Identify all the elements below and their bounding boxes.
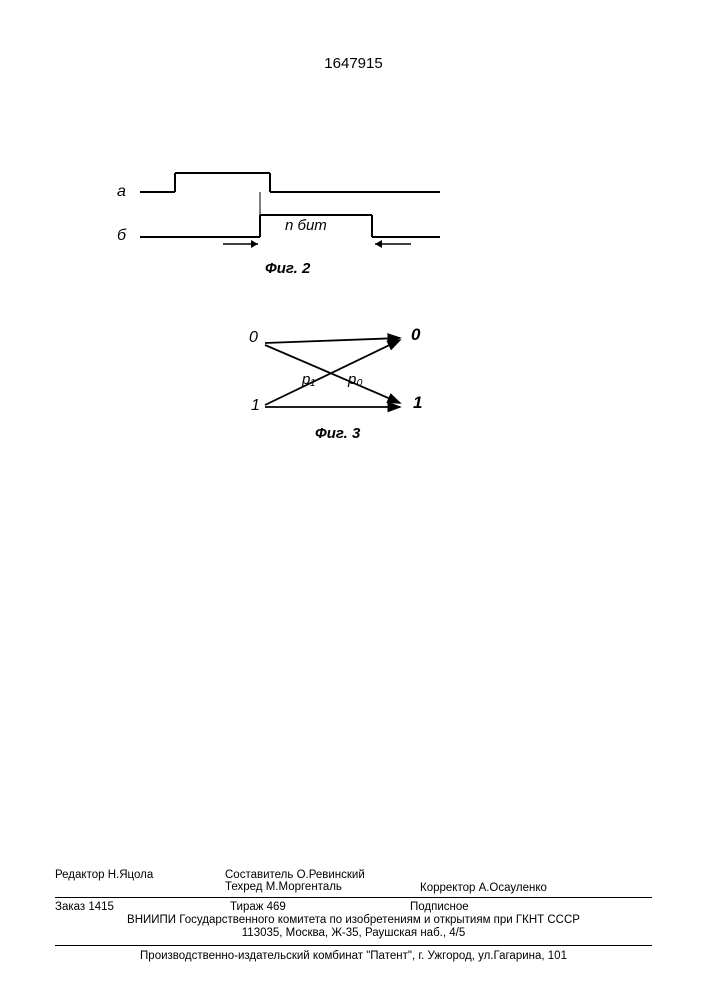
fig2-label-b: б [117, 227, 126, 245]
fig3-p0: p₀ [348, 371, 363, 388]
fig3-bottom-right: 1 [413, 393, 422, 413]
fig3-p1: p₁ [302, 371, 315, 388]
figure-3: 0 0 1 1 p₁ p₀ Фиг. 3 [235, 325, 445, 465]
fig3-top-right: 0 [411, 325, 420, 345]
page-number: 1647915 [324, 55, 382, 72]
fig3-top-left: 0 [249, 329, 258, 347]
fig2-box-text: n бит [285, 217, 327, 234]
footer-tirage: Тираж 469 [230, 901, 410, 913]
footer-corrector: Корректор А.Осауленко [420, 869, 547, 894]
footer-row-2: Заказ 1415 Тираж 469 Подписное [55, 897, 652, 913]
footer-techred: Техред М.Моргенталь [225, 881, 420, 893]
footer-org: ВНИИПИ Государственного комитета по изоб… [55, 913, 652, 926]
footer-row-1: Редактор Н.Яцола Составитель О.Ревинский… [55, 869, 652, 897]
footer-subscription: Подписное [410, 901, 469, 913]
footer: Редактор Н.Яцола Составитель О.Ревинский… [55, 869, 652, 962]
figure-2: а б n бит Фиг. 2 [135, 165, 465, 295]
fig2-caption: Фиг. 2 [265, 260, 310, 277]
footer-order: Заказ 1415 [55, 901, 230, 913]
fig3-caption: Фиг. 3 [315, 425, 360, 442]
footer-publisher: Производственно-издательский комбинат "П… [55, 945, 652, 962]
fig2-label-a: а [117, 183, 126, 201]
fig3-bottom-left: 1 [251, 397, 260, 415]
footer-editor: Редактор Н.Яцола [55, 869, 225, 894]
footer-address: 113035, Москва, Ж-35, Раушская наб., 4/5 [55, 926, 652, 939]
footer-compiler: Составитель О.Ревинский [225, 869, 420, 881]
